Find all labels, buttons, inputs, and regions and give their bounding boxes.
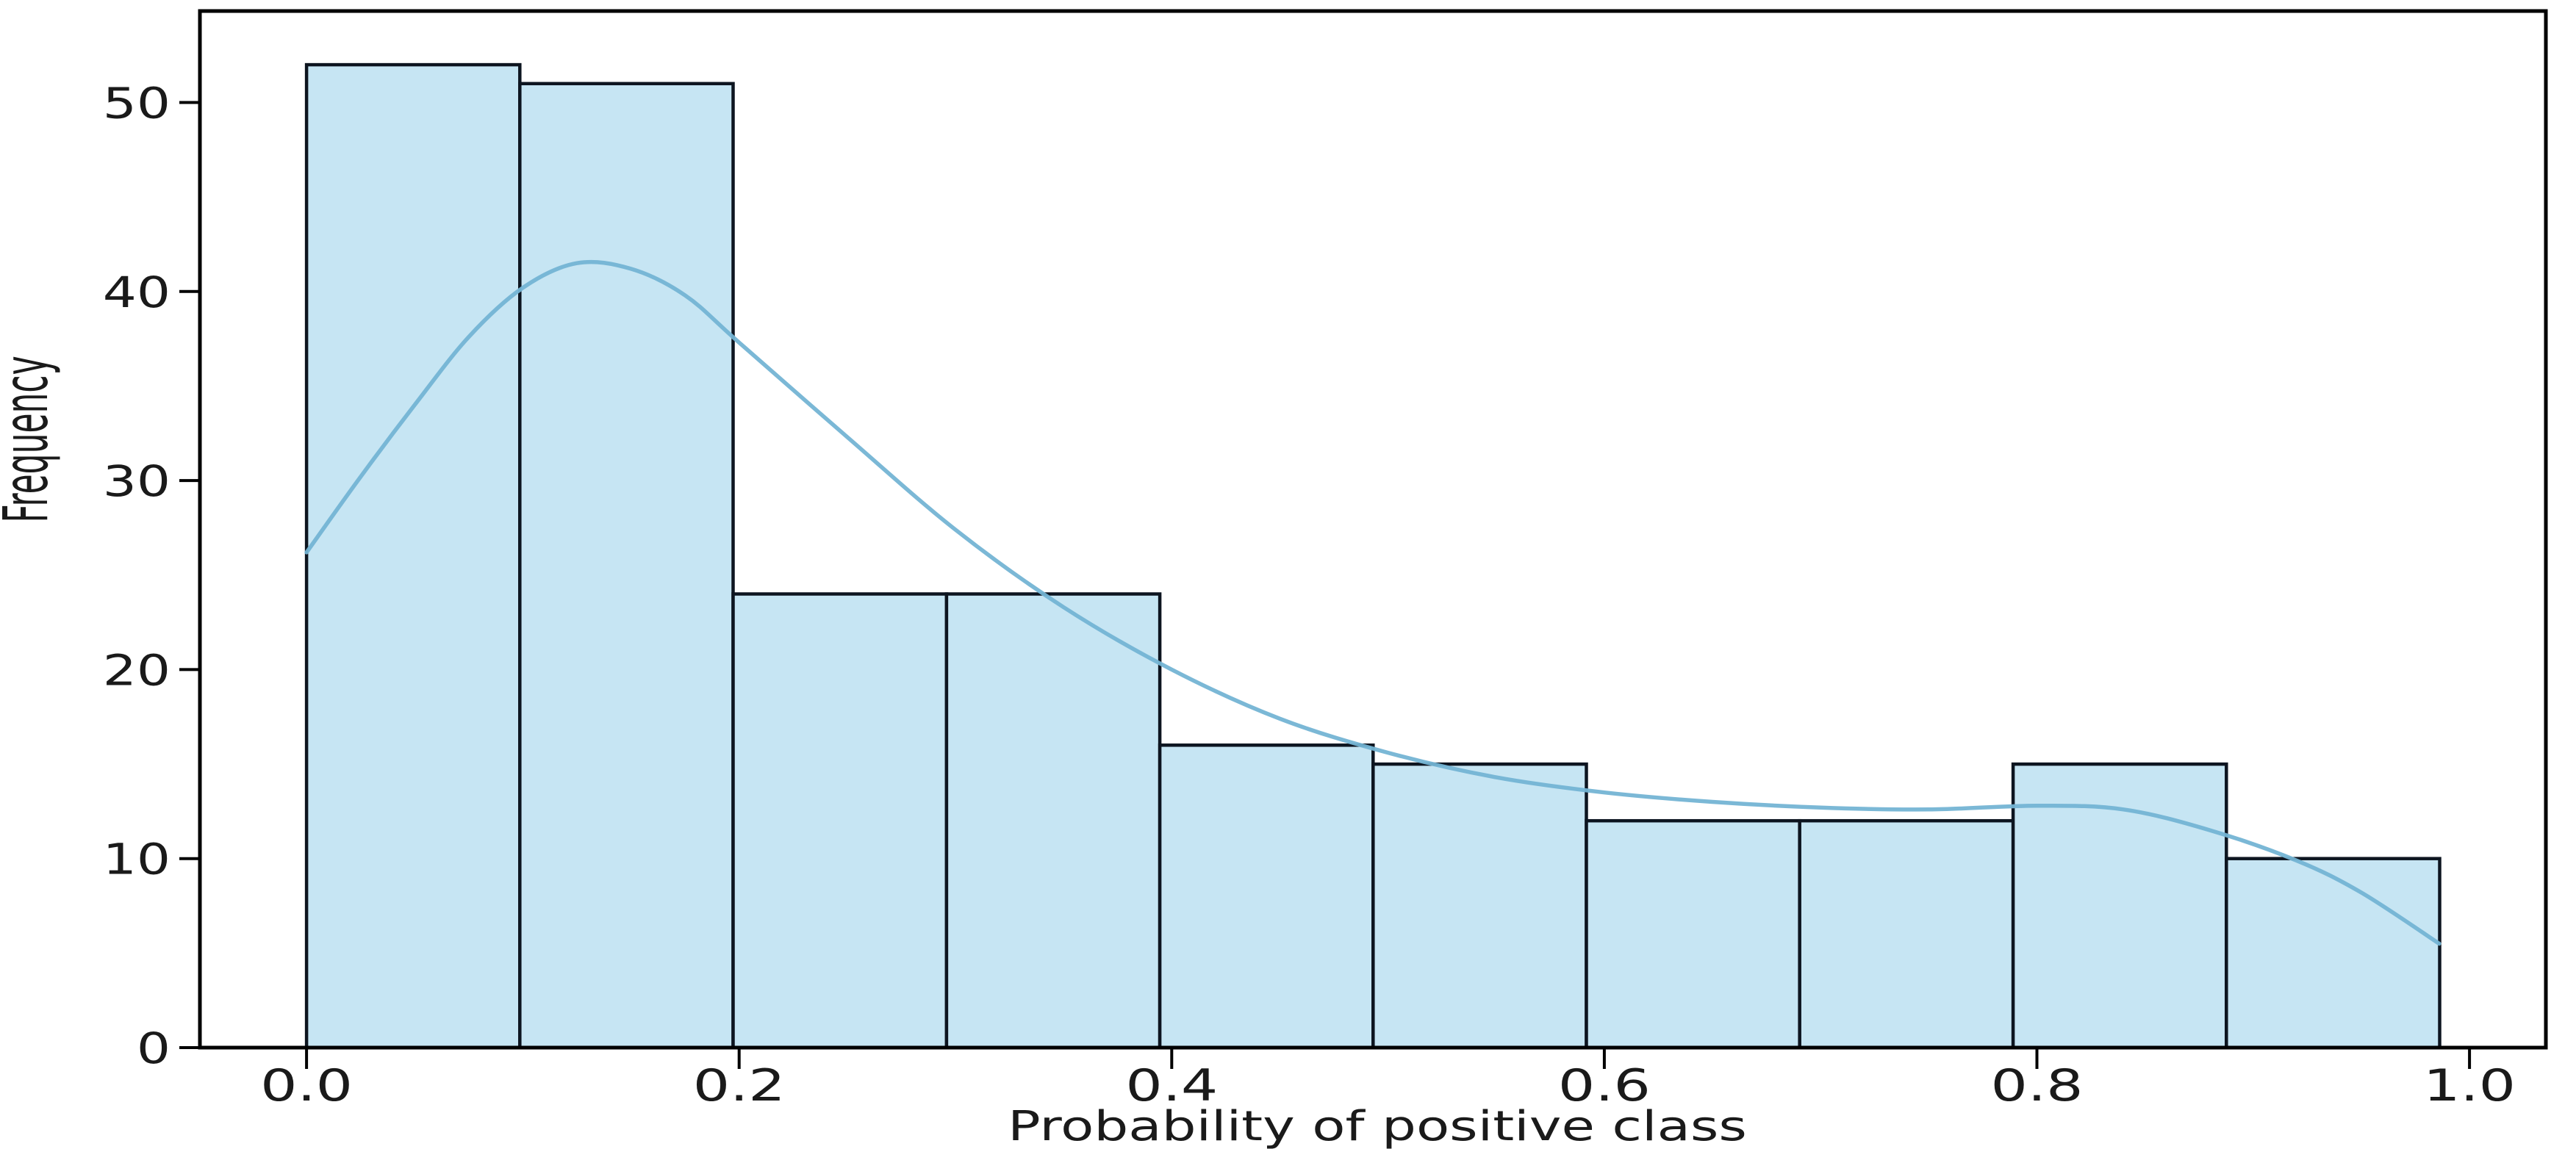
plot-border-layer <box>198 9 2548 1050</box>
histogram-bar <box>304 62 522 1050</box>
y-tick-label: 20 <box>103 646 171 695</box>
histogram-bar <box>731 592 949 1050</box>
x-tick-label: 0.6 <box>1558 1059 1651 1111</box>
axis-tick-labels: 0 10 20 30 40 50 0.0 0.2 0.4 0.6 0.8 1.0 <box>103 79 2516 1111</box>
histogram-bar <box>1798 818 2015 1050</box>
histogram-bar <box>2011 762 2228 1050</box>
y-tick-label: 10 <box>103 835 171 885</box>
histogram-bar <box>518 82 735 1050</box>
histogram-bar <box>2225 857 2442 1050</box>
x-tick-label: 0.0 <box>260 1059 353 1111</box>
y-axis-label: Frequency <box>0 356 62 522</box>
x-axis-label: Probability of positive class <box>1008 1103 1747 1149</box>
y-tick-label: 0 <box>137 1024 171 1073</box>
histogram-bar <box>1371 762 1588 1050</box>
x-tick-label: 1.0 <box>2423 1059 2516 1111</box>
kde-curve-layer <box>304 259 2442 946</box>
axis-ticks <box>179 101 2472 1069</box>
x-tick-label: 0.4 <box>1125 1059 1218 1111</box>
y-tick-label: 30 <box>103 457 171 506</box>
histogram-bar <box>1158 743 1375 1050</box>
x-tick-label: 0.2 <box>693 1059 786 1111</box>
y-tick-label: 40 <box>103 268 171 317</box>
histogram-bars <box>304 62 2442 1050</box>
histogram-bar <box>1585 818 1801 1050</box>
y-tick-label: 50 <box>103 79 171 128</box>
x-tick-label: 0.8 <box>1991 1059 2084 1111</box>
plot-border <box>198 9 2548 1050</box>
kde-density-curve <box>304 259 2442 946</box>
histogram-bar <box>944 592 1162 1050</box>
